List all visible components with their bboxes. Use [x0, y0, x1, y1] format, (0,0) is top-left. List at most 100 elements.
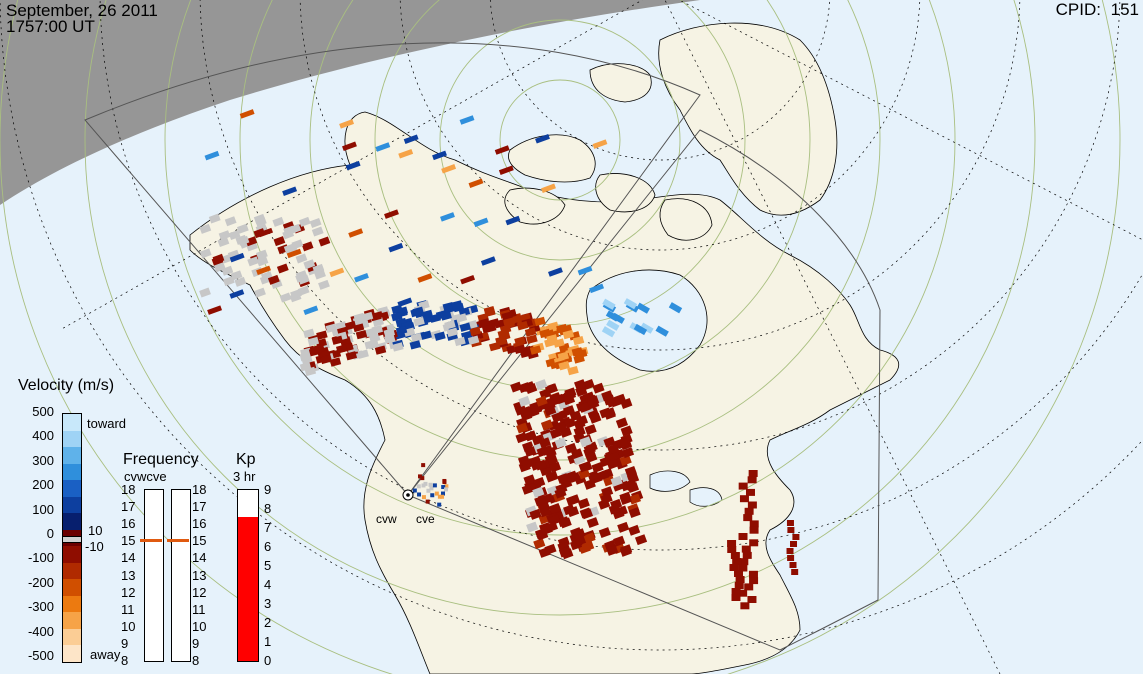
scatter-cell — [620, 425, 633, 437]
scatter-cell — [529, 345, 542, 355]
velocity-color-segment — [63, 414, 81, 432]
scatter-cell — [619, 494, 632, 506]
scatter-cell — [744, 507, 754, 515]
scatter-cell — [790, 541, 798, 547]
scatter-cell — [418, 474, 423, 479]
scatter-cell — [668, 302, 683, 314]
scatter-cell — [303, 328, 315, 339]
frequency-subtitle: cvwcve — [124, 469, 167, 484]
scatter-cell — [480, 256, 496, 266]
velocity-tick-label: -500 — [27, 648, 54, 663]
station-markers — [402, 489, 414, 501]
scatter-cell — [253, 213, 266, 224]
arctic-island-1 — [508, 134, 596, 183]
date-label: September, 26 2011 — [6, 1, 158, 20]
scatter-cell — [727, 546, 737, 553]
scatter-cell — [420, 476, 425, 481]
frequency-tick-left: 14 — [121, 550, 136, 566]
meridian-line — [664, 0, 1001, 674]
scatter-cell — [224, 216, 237, 227]
scatter-cell — [391, 311, 403, 322]
velocity-tick-label: 200 — [32, 477, 54, 493]
scatter-cell — [735, 576, 745, 583]
scatter-cell — [524, 446, 537, 458]
kp-tick-label: 5 — [264, 558, 272, 573]
scatter-cell — [539, 506, 552, 518]
scatter-cell — [437, 502, 442, 507]
velocity-color-segment — [63, 496, 81, 514]
velocity-color-segment — [63, 463, 81, 481]
velocity-away-label: away — [90, 647, 121, 662]
scatter-cell — [554, 487, 567, 499]
velocity-tick-label: 500 — [32, 404, 54, 419]
velocity-tick-label: 0 — [46, 526, 54, 541]
scatter-cell — [430, 493, 435, 498]
velocity-color-segment — [63, 513, 81, 531]
scatter-cell — [562, 394, 576, 406]
scatter-cell — [551, 411, 564, 423]
scatter-cell — [589, 412, 602, 424]
scatter-cell — [348, 228, 364, 238]
scatter-cell — [606, 319, 620, 331]
scatter-cell — [749, 526, 759, 534]
scatter-cell — [384, 209, 399, 219]
scatter-cell — [344, 320, 357, 331]
scatter-cell — [420, 330, 432, 340]
scatter-cell — [301, 241, 314, 252]
scatter-cell — [345, 351, 358, 361]
frequency-tick-right: 8 — [192, 653, 200, 668]
scatter-cell — [313, 343, 325, 354]
scatter-cell — [732, 558, 742, 565]
scatter-cell — [441, 485, 446, 490]
scatter-cell — [787, 527, 795, 533]
scatter-cell — [460, 274, 476, 285]
scatter-cell — [573, 528, 586, 540]
scatter-cell — [534, 495, 547, 507]
scatter-cell — [734, 582, 744, 589]
scatter-cell — [786, 548, 794, 554]
scatter-cell — [339, 119, 355, 129]
velocity-tick-label: -200 — [27, 574, 54, 590]
scatter-cell — [503, 317, 515, 328]
scatter-cell — [525, 383, 538, 394]
scatter-cell — [279, 292, 292, 303]
scatter-cell — [451, 300, 463, 310]
kp-tick-label: 1 — [264, 634, 272, 649]
scatter-cell — [391, 304, 403, 314]
scatter-cell — [514, 344, 526, 354]
scatter-cell — [533, 476, 546, 488]
scatter-cell — [410, 332, 423, 343]
frequency-tick-right: 18 — [192, 482, 207, 497]
scatter-cell — [311, 226, 324, 237]
scatter-cell — [446, 327, 459, 337]
frequency-bar-cve — [171, 489, 191, 662]
scatter-cell — [199, 248, 212, 259]
scatter-cell — [204, 150, 220, 161]
scatter-cell — [273, 236, 286, 247]
scatter-cell — [624, 465, 637, 477]
frequency-tick-right: 16 — [192, 516, 207, 532]
scatter-cell — [229, 252, 245, 263]
velocity-tick-label: 400 — [32, 428, 54, 444]
scatter-cell — [267, 274, 280, 285]
scatter-cell — [388, 242, 404, 253]
scatter-cell — [738, 533, 748, 540]
scatter-cell — [519, 405, 533, 417]
scatter-cell — [434, 331, 446, 341]
scatter-cell — [734, 570, 744, 577]
scatter-cell — [416, 484, 421, 489]
scatter-cell — [428, 482, 433, 487]
scatter-cell — [558, 361, 570, 371]
scatter-cell — [606, 544, 619, 556]
frequency-tick-right: 14 — [192, 550, 207, 566]
kp-tick-label: 9 — [264, 482, 272, 497]
velocity-color-segment — [63, 430, 81, 448]
scatter-cell — [440, 212, 455, 222]
scatter-cell — [371, 324, 384, 335]
scatter-cell — [295, 272, 308, 283]
scatter-cell — [403, 327, 416, 337]
scatter-cell — [459, 115, 475, 125]
scatter-cell — [236, 223, 249, 234]
frequency-tick-left: 17 — [121, 499, 136, 515]
